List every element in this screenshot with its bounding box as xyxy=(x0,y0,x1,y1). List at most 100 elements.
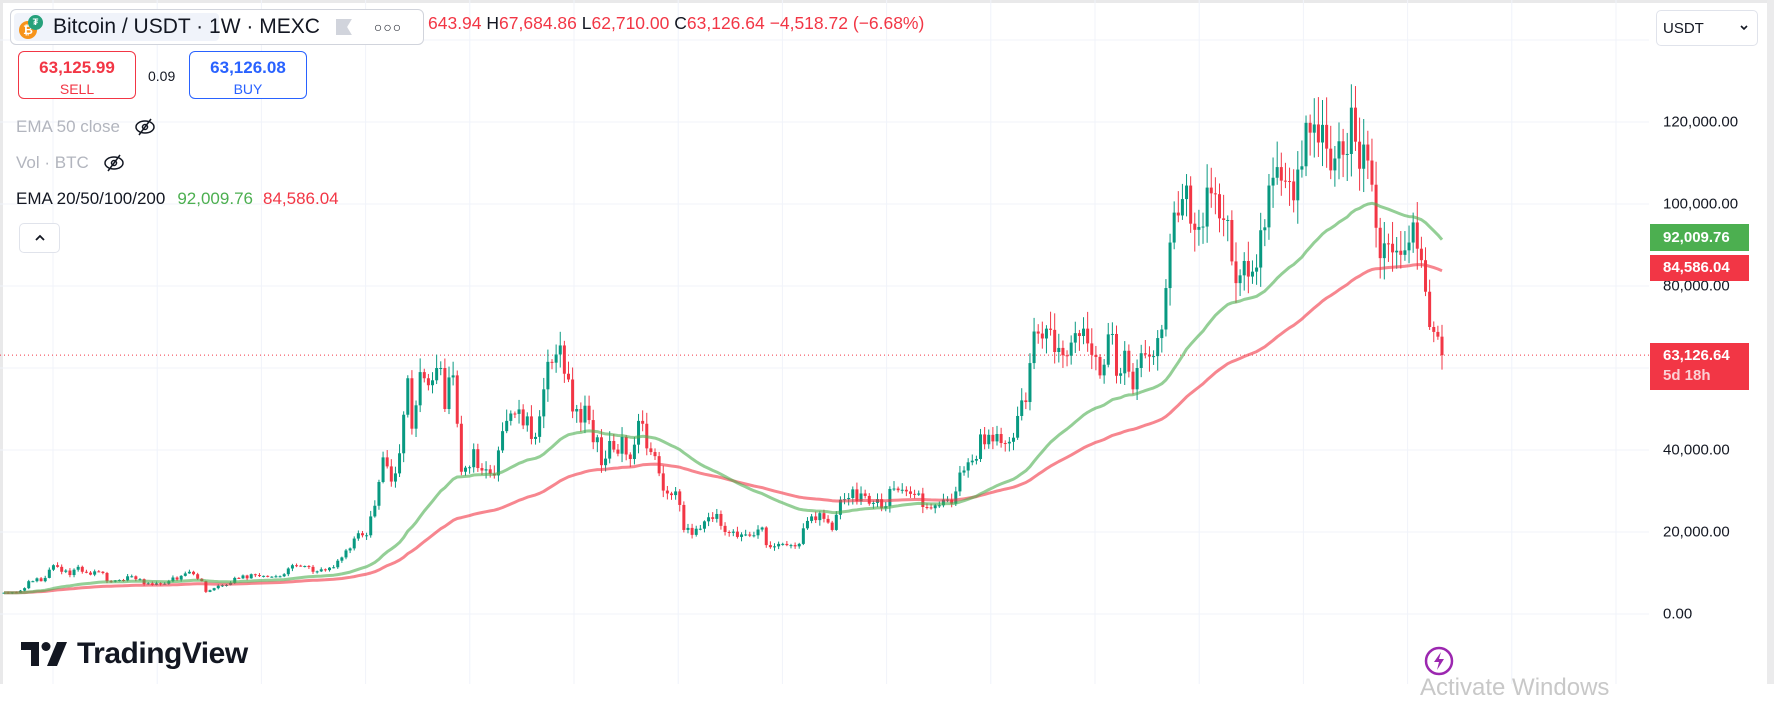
candle-body xyxy=(937,505,941,507)
candle xyxy=(1419,236,1423,268)
candle-body xyxy=(286,568,290,575)
candle-body xyxy=(1024,400,1028,403)
candle xyxy=(764,526,768,548)
sell-button[interactable]: 63,125.99 SELL xyxy=(18,51,136,99)
scrollbar[interactable] xyxy=(1767,0,1774,684)
symbol-name: Bitcoin / USDT xyxy=(53,15,191,38)
candle-body xyxy=(414,405,418,429)
candle xyxy=(740,532,744,542)
candle xyxy=(1353,86,1357,151)
indicator-ema50[interactable]: EMA 50 close xyxy=(16,116,156,138)
candle xyxy=(566,361,570,383)
buy-button[interactable]: 63,126.08 BUY xyxy=(189,51,307,99)
indicator-volume[interactable]: Vol · BTC xyxy=(16,152,125,174)
more-options-icon[interactable]: ○○○ xyxy=(373,19,403,35)
eye-off-icon[interactable] xyxy=(103,152,125,174)
price-chart[interactable] xyxy=(0,0,1649,684)
open-value: 643.94 xyxy=(428,13,482,33)
candle-body xyxy=(546,361,550,390)
candle-body xyxy=(431,380,435,386)
candle-body xyxy=(1172,212,1176,243)
candle xyxy=(315,570,319,574)
symbol-selector[interactable]: ₿ ₮ Bitcoin / USDT · 1W · MEXC ○○○ xyxy=(10,9,424,45)
candle-body xyxy=(295,565,299,567)
candle-body xyxy=(1238,275,1242,284)
tradingview-logo[interactable]: TradingView xyxy=(21,637,248,671)
candle xyxy=(278,575,282,578)
candle-body xyxy=(303,566,307,568)
currency-select[interactable]: USDT xyxy=(1656,10,1758,46)
candle xyxy=(1040,321,1044,349)
candle xyxy=(682,501,686,533)
candle xyxy=(1267,173,1271,240)
candle xyxy=(398,444,402,477)
candle-body xyxy=(1040,333,1044,339)
candle xyxy=(1082,317,1086,345)
candle xyxy=(1436,325,1440,340)
candle xyxy=(27,579,31,590)
candle xyxy=(612,434,616,453)
candle xyxy=(422,368,426,383)
candle xyxy=(393,466,397,488)
candles xyxy=(2,84,1444,595)
candle-body xyxy=(1036,331,1040,334)
candle xyxy=(562,340,566,383)
symbol-title[interactable]: Bitcoin / USDT · 1W · MEXC xyxy=(53,15,320,39)
candle xyxy=(183,571,187,577)
candle-body xyxy=(707,517,711,522)
candle-body xyxy=(1271,177,1275,186)
candle-body xyxy=(768,545,772,548)
candle-body xyxy=(933,505,937,509)
candle-body xyxy=(1147,354,1151,357)
collapse-legend-button[interactable] xyxy=(19,223,60,253)
interval[interactable]: 1W xyxy=(209,15,241,38)
candle xyxy=(463,465,467,476)
candle xyxy=(1242,252,1246,291)
candle xyxy=(274,574,278,578)
candle-body xyxy=(315,571,319,573)
candle xyxy=(826,515,830,524)
candle-body xyxy=(134,576,138,580)
candle xyxy=(711,512,715,522)
candle-body xyxy=(624,436,628,455)
eye-off-icon[interactable] xyxy=(134,116,156,138)
candle-body xyxy=(1185,185,1189,200)
candle-body xyxy=(1382,243,1386,259)
candle-body xyxy=(245,575,249,579)
candle xyxy=(843,493,847,505)
flag-icon[interactable] xyxy=(335,19,352,35)
candle xyxy=(76,564,80,572)
candle-body xyxy=(1234,261,1238,284)
candle xyxy=(859,486,863,505)
candle-body xyxy=(1044,328,1048,339)
currency-value: USDT xyxy=(1663,19,1704,37)
candle-body xyxy=(1275,167,1279,178)
candle xyxy=(1250,260,1254,284)
candle xyxy=(1189,176,1193,233)
candle-body xyxy=(1374,184,1378,228)
candle-body xyxy=(422,372,426,379)
candle xyxy=(818,511,822,526)
candle xyxy=(348,547,352,554)
candle-body xyxy=(566,373,570,380)
candle-body xyxy=(105,573,109,582)
candle-body xyxy=(402,414,406,454)
candle-body xyxy=(1102,364,1106,376)
candle-body xyxy=(665,490,669,494)
candle-body xyxy=(27,581,31,589)
candle-body xyxy=(908,491,912,494)
candle xyxy=(517,399,521,424)
change-value: −4,518.72 (−6.68%) xyxy=(769,13,925,33)
spread-value: 0.09 xyxy=(148,68,176,84)
lightning-icon[interactable] xyxy=(1424,646,1454,676)
candle xyxy=(64,569,68,574)
candle-body xyxy=(274,576,278,578)
candle-body xyxy=(1053,329,1057,353)
indicator-ema-multi[interactable]: EMA 20/50/100/200 92,009.76 84,586.04 xyxy=(16,189,339,209)
candle-body xyxy=(1316,124,1320,143)
ema-fast-value: 92,009.76 xyxy=(177,189,253,208)
close-key: C xyxy=(674,13,687,33)
candle xyxy=(579,402,583,432)
candle-body xyxy=(266,575,270,577)
candle-body xyxy=(253,574,257,576)
